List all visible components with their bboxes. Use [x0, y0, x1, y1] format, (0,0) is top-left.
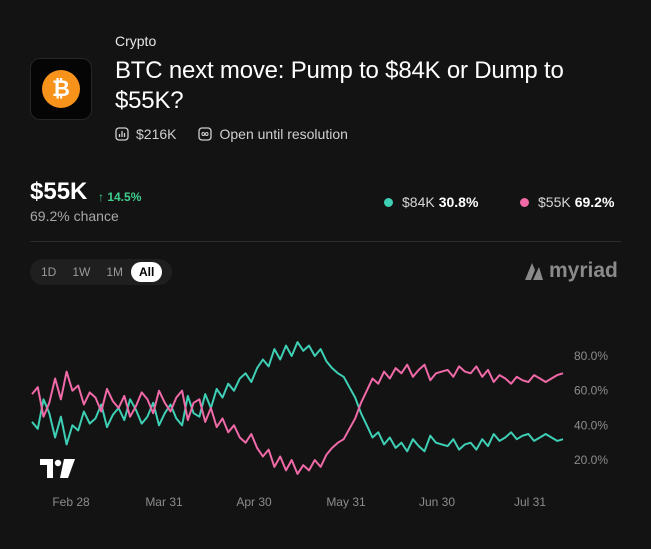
range-1d[interactable]: 1D [41, 265, 57, 279]
myriad-logo-icon [525, 263, 543, 280]
range-selector: 1D 1W 1M All [30, 259, 172, 285]
y-tick-label: 80.0% [574, 349, 608, 363]
x-tick-label: Apr 30 [236, 495, 272, 509]
chance-label: 69.2% chance [30, 208, 119, 224]
range-all[interactable]: All [131, 262, 163, 282]
current-price: $55K [30, 178, 88, 205]
price-change: ↑ 14.5% [98, 190, 142, 204]
resolution-status: Open until resolution [219, 126, 348, 142]
infinity-icon [198, 127, 213, 141]
volume-value: $216K [136, 126, 177, 142]
divider [30, 241, 621, 242]
category-label[interactable]: Crypto [115, 33, 157, 49]
legend-label: $55K [538, 194, 571, 210]
x-tick-label: May 31 [326, 495, 366, 509]
x-tick-label: Jul 31 [514, 495, 546, 509]
legend-item-84k[interactable]: $84K 30.8% [384, 194, 478, 210]
legend-value: 30.8% [438, 194, 479, 210]
legend-value: 69.2% [574, 194, 615, 210]
x-tick-label: Mar 31 [145, 495, 183, 509]
y-tick-label: 40.0% [574, 418, 608, 432]
y-tick-label: 60.0% [574, 384, 608, 398]
market-icon: ₿ [30, 58, 92, 120]
tradingview-logo-icon [40, 459, 75, 478]
y-tick-label: 20.0% [574, 453, 608, 467]
legend-dot [384, 197, 393, 207]
brand-name: myriad [549, 259, 618, 282]
probability-chart[interactable]: 80.0% 60.0% 40.0% 20.0% Feb 28 Mar 31 Apr 30 Ma… [0, 320, 651, 520]
x-tick-label: Jun 30 [419, 495, 455, 509]
brand-logo: myriad [522, 259, 618, 283]
legend-dot [520, 197, 529, 207]
bar-chart-icon [115, 127, 129, 141]
market-title: BTC next move: Pump to $84K or Dump to $… [115, 57, 564, 114]
range-1m[interactable]: 1M [106, 265, 124, 279]
legend-item-55k[interactable]: $55K 69.2% [520, 194, 614, 210]
series-line-55k [31, 363, 564, 475]
market-meta: $216K Open until resolution [115, 126, 348, 142]
x-tick-label: Feb 28 [52, 495, 90, 509]
legend-label: $84K [402, 194, 435, 210]
range-1w[interactable]: 1W [72, 265, 91, 279]
bitcoin-icon: ₿ [42, 70, 80, 108]
series-line-84k [31, 341, 564, 453]
